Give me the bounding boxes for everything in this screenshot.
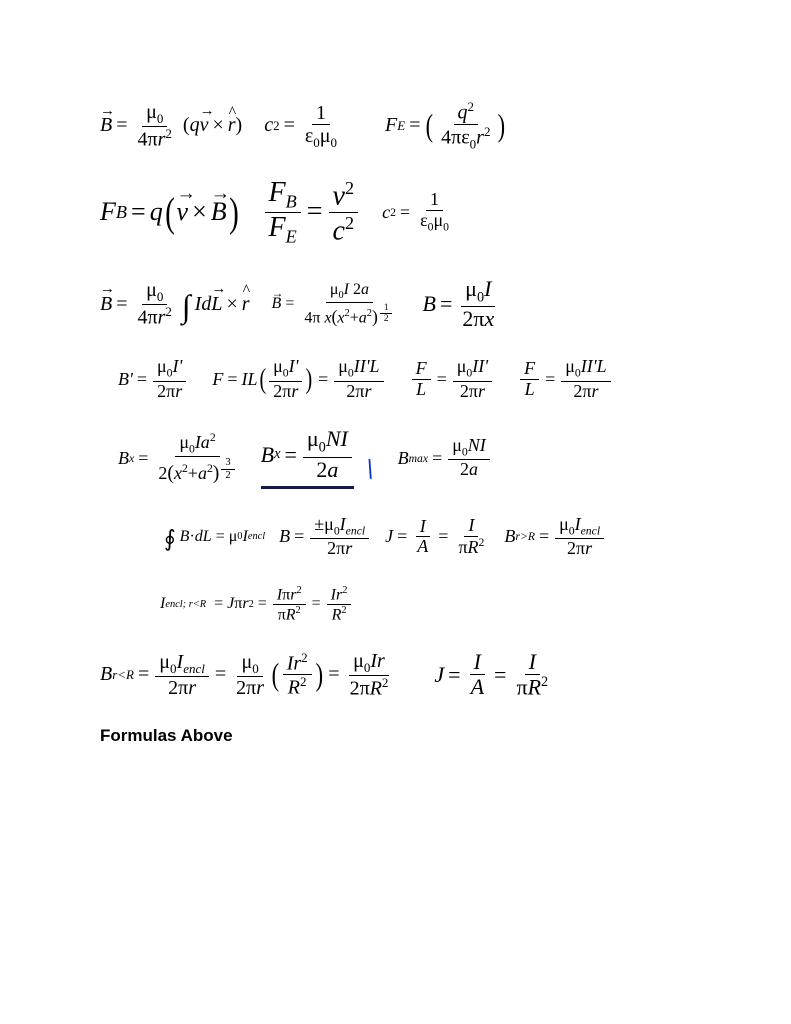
eq-ampere-law: ∮B·dL=μ0Iencl bbox=[160, 524, 265, 550]
eq-bx-loop: Bx= μ0Ia2 2(x2+a2)32 bbox=[118, 432, 243, 485]
annotation-tick-icon: \ bbox=[362, 454, 378, 487]
eq-force-two-wires: F=IL ( μ0I'2πr )= μ0II'L2πr bbox=[212, 357, 385, 401]
formula-row-5: Bx= μ0Ia2 2(x2+a2)32 Bx= μ0NI2a \ Bmax= … bbox=[100, 427, 701, 488]
eq-b-outside-wire: Br>R= μ0Iencl2πr bbox=[504, 515, 606, 559]
formula-row-4: B'= μ0I'2πr F=IL ( μ0I'2πr )= μ0II'L2πr … bbox=[100, 357, 701, 401]
formula-row-8: Br<R= μ0Iencl2πr= μ02πr ( Ir2R2 )= μ0Ir2… bbox=[100, 650, 701, 700]
eq-biot-savart-integral: B= μ04πr2 ∫IdL×r bbox=[100, 279, 250, 329]
eq-fb-over-fe: FBFE = v2c2 bbox=[263, 178, 361, 247]
eq-c2: c2= 1ε0μ0 bbox=[264, 102, 343, 150]
formula-row-7: Iencl; r<R =Jπr2= Iπr2πR2= Ir2R2 bbox=[100, 585, 701, 624]
formula-row-2: FB=q (v×B) FBFE = v2c2 c2= 1ε0μ0 bbox=[100, 178, 701, 247]
eq-b-infinite-wire: B= μ0I2πx bbox=[422, 277, 500, 331]
formula-row-6: ∮B·dL=μ0Iencl B= ±μ0Iencl2πr J= IA= IπR2… bbox=[100, 515, 701, 559]
eq-lorentz-force: FB=q (v×B) bbox=[100, 188, 241, 236]
caption-label: Formulas Above bbox=[100, 726, 701, 746]
eq-bx-center-coil: Bx= μ0NI2a bbox=[261, 427, 354, 488]
eq-b-finite-wire: B= μ0I 2a 4π x(x2+a2)12 bbox=[272, 281, 401, 327]
formula-row-3: B= μ04πr2 ∫IdL×r B= μ0I 2a 4π x(x2+a2)12… bbox=[100, 277, 701, 331]
eq-coulomb-force: FE= ( q24πε0r2 ) bbox=[385, 100, 507, 152]
eq-i-encl-inside: Iencl; r<R =Jπr2= Iπr2πR2= Ir2R2 bbox=[160, 585, 353, 624]
eq-force-per-length: FL= μ0II'2πr bbox=[410, 357, 495, 401]
eq-b-from-ampere: B= ±μ0Iencl2πr bbox=[279, 515, 371, 559]
document-page: B= μ04πr2 (qv×r) c2= 1ε0μ0 FE= ( q24πε0r… bbox=[0, 0, 791, 1024]
eq-current-density: J= IA= IπR2 bbox=[385, 516, 490, 558]
eq-current-density-repeat: J= IA= IπR2 bbox=[434, 650, 554, 700]
formula-row-1: B= μ04πr2 (qv×r) c2= 1ε0μ0 FE= ( q24πε0r… bbox=[100, 100, 701, 152]
eq-c2-repeat: c2= 1ε0μ0 bbox=[382, 190, 455, 234]
eq-b-inside-wire: Br<R= μ0Iencl2πr= μ02πr ( Ir2R2 )= μ0Ir2… bbox=[100, 650, 394, 700]
eq-bmax-coil: Bmax= μ0NI2a bbox=[398, 436, 492, 480]
eq-force-per-length-alt: FL= μ0II'L2πr bbox=[518, 357, 613, 401]
eq-b-prime: B'= μ0I'2πr bbox=[118, 357, 188, 401]
eq-biot-savart-point: B= μ04πr2 (qv×r) bbox=[100, 101, 242, 151]
